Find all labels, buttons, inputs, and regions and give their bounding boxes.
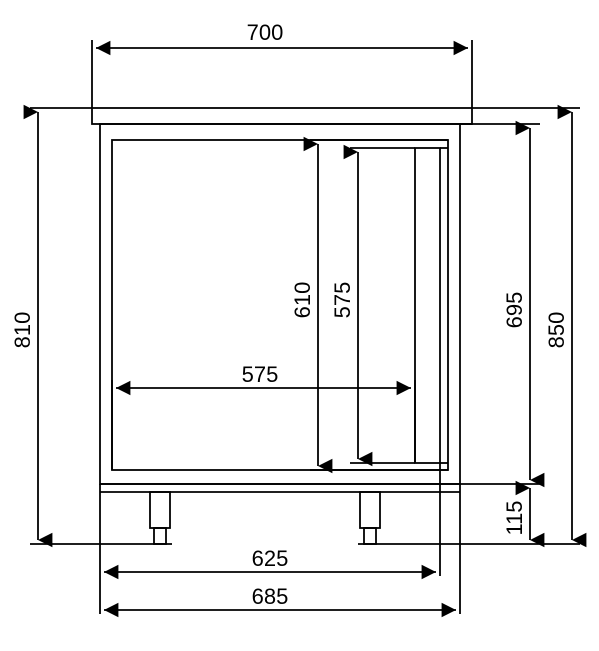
label-695: 695: [502, 292, 527, 329]
label-575h: 575: [242, 362, 279, 387]
label-700: 700: [247, 20, 284, 45]
worktop: [92, 108, 472, 124]
leg-right: [358, 492, 382, 544]
label-850: 850: [544, 312, 569, 349]
leg-left: [148, 492, 172, 544]
cabinet-inner: [112, 140, 448, 470]
cabinet-body: [100, 124, 460, 484]
label-575v: 575: [330, 282, 355, 319]
label-115: 115: [502, 500, 527, 535]
door-panel: [415, 148, 440, 463]
label-810: 810: [10, 312, 35, 349]
dimension-drawing: 700 625 685 575 810 695 850 115 610 575: [0, 0, 599, 651]
label-685: 685: [252, 584, 289, 609]
label-625: 625: [252, 546, 289, 571]
label-610: 610: [290, 282, 315, 319]
